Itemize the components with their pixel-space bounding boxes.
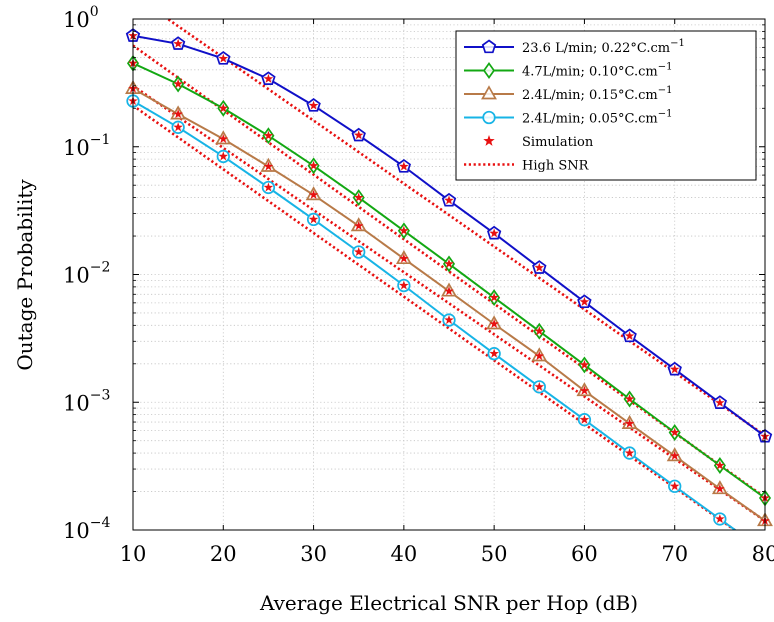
simulation-marker	[308, 100, 319, 110]
x-tick-label: 30	[300, 542, 327, 566]
simulation-marker	[218, 103, 229, 113]
simulation-marker	[308, 214, 319, 224]
legend-box	[455, 30, 757, 181]
simulation-marker	[263, 130, 274, 140]
legend-label: 2.4L/min; 0.05°C.cm−1	[522, 109, 672, 127]
simulation-marker	[624, 331, 635, 341]
simulation-marker	[534, 262, 545, 272]
simulation-marker	[579, 385, 590, 395]
legend-marker	[481, 85, 497, 100]
legend-label: 23.6 L/min; 0.22°C.cm−1	[522, 38, 685, 56]
simulation-marker	[579, 414, 590, 424]
simulation-marker	[624, 448, 635, 458]
simulation-marker	[263, 161, 274, 171]
legend-marker	[482, 62, 496, 79]
high-snr-line	[133, 104, 737, 530]
x-tick-label: 80	[752, 542, 774, 566]
simulation-marker	[399, 161, 409, 171]
x-tick-label: 70	[661, 542, 688, 566]
simulation-marker	[489, 292, 499, 302]
x-tick-label: 10	[120, 542, 147, 566]
y-axis-title: Outage Probability	[13, 179, 37, 371]
simulation-marker	[715, 483, 725, 493]
simulation-marker	[489, 318, 499, 329]
simulation-marker	[173, 122, 183, 132]
simulation-marker	[579, 359, 590, 369]
high-snr-line	[133, 84, 765, 522]
simulation-marker	[353, 220, 364, 230]
simulation-marker	[669, 481, 680, 491]
simulation-marker	[534, 381, 545, 391]
simulation-marker	[669, 450, 680, 460]
x-tick-label: 20	[210, 542, 237, 566]
simulation-marker	[624, 394, 635, 404]
x-tick-label: 50	[481, 542, 508, 566]
simulation-marker	[669, 364, 680, 374]
axis-ticks: 10 20 30 40 50 60 70 80 10−4 10−3 10−2 10−1 100	[63, 4, 774, 566]
simulation-marker	[444, 195, 454, 205]
simulation-marker	[579, 296, 590, 306]
legend-label: 2.4L/min; 0.15°C.cm−1	[522, 85, 672, 103]
y-tick-label: 10−1	[63, 132, 110, 160]
simulation-marker	[308, 160, 319, 170]
legend-label: 4.7L/min; 0.10°C.cm−1	[522, 62, 672, 80]
legend-label: Simulation	[522, 135, 594, 150]
simulation-marker	[489, 228, 499, 238]
simulation-marker	[399, 225, 409, 235]
simulation-marker	[534, 351, 545, 361]
legend-label: High SNR	[522, 159, 590, 174]
y-tick-label: 100	[63, 4, 99, 32]
high-snr-line	[165, 19, 765, 437]
simulation-marker	[173, 109, 183, 119]
simulation-marker	[489, 348, 499, 358]
simulation-marker	[308, 189, 319, 199]
simulation-marker	[444, 315, 454, 325]
simulation-marker	[218, 53, 229, 63]
simulation-marker	[444, 286, 454, 296]
simulation-marker	[669, 427, 680, 437]
simulation-marker	[173, 78, 183, 89]
simulation-marker	[218, 151, 229, 161]
simulation-marker	[353, 247, 364, 257]
simulation-marker	[534, 326, 545, 336]
legend-marker	[481, 39, 497, 54]
simulation-marker	[173, 38, 183, 48]
y-tick-label: 10−3	[63, 387, 110, 415]
y-tick-label: 10−4	[63, 515, 110, 543]
x-tick-label: 60	[571, 542, 598, 566]
simulation-marker	[715, 397, 725, 407]
simulation-marker	[218, 134, 229, 144]
simulation-marker	[263, 73, 274, 83]
simulation-marker	[624, 418, 635, 428]
simulation-marker	[715, 513, 725, 524]
simulation-marker	[399, 253, 409, 263]
x-axis-title: Average Electrical SNR per Hop (dB)	[259, 591, 638, 615]
legend-marker	[482, 110, 496, 125]
x-tick-label: 40	[390, 542, 417, 566]
legend: 23.6 L/min; 0.22°C.cm−1 4.7L/min; 0.10°C.…	[455, 30, 757, 181]
y-tick-label: 10−2	[63, 260, 110, 288]
legend-star	[483, 135, 495, 146]
simulation-marker	[444, 258, 454, 268]
simulation-marker	[353, 130, 364, 140]
simulation-marker	[353, 192, 364, 202]
simulation-marker	[263, 182, 274, 192]
simulation-marker	[399, 280, 409, 290]
simulation-marker	[715, 460, 725, 470]
